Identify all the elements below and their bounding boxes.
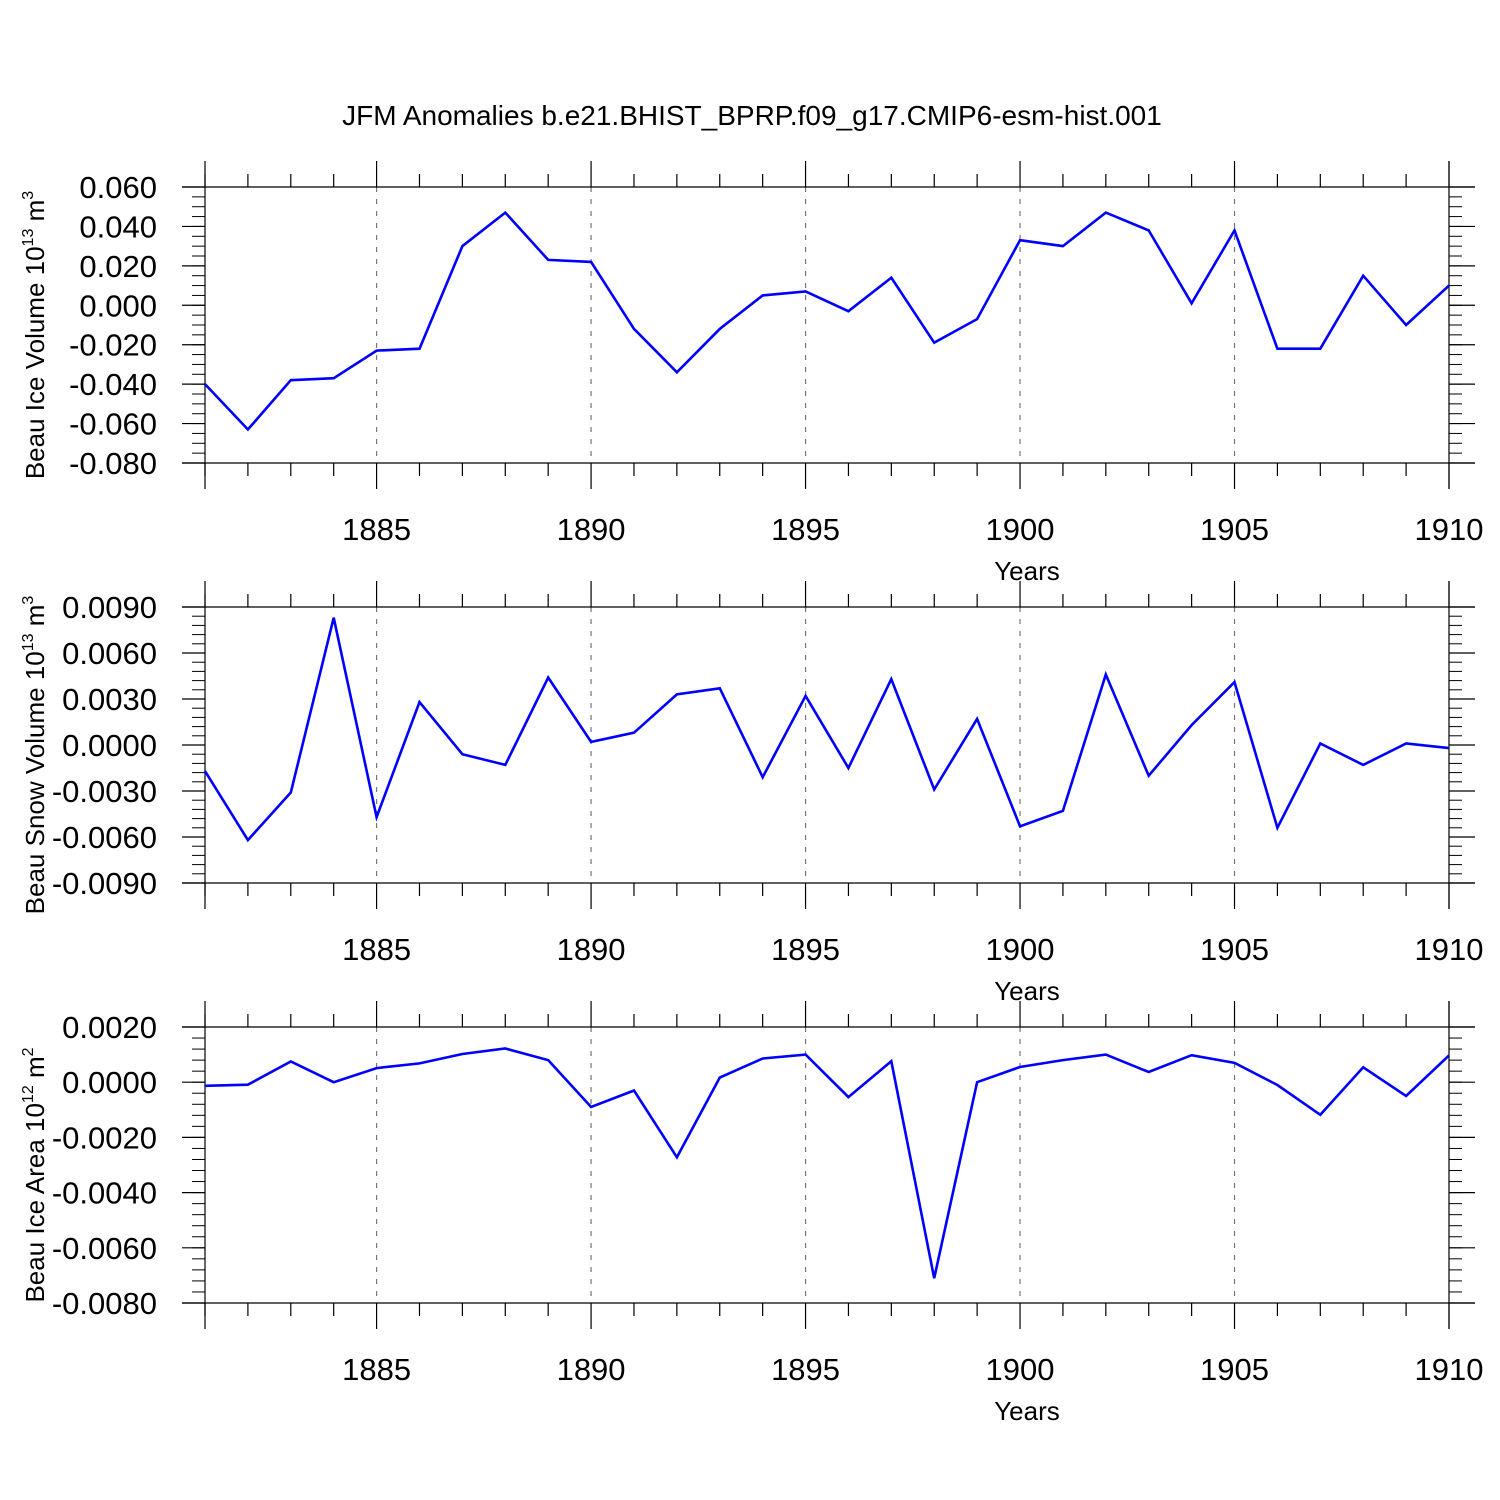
series-line [204, 1047, 1450, 1279]
y-tick-label: -0.0020 [52, 1120, 157, 1155]
x-tick-label: 1905 [1200, 1352, 1269, 1387]
y-tick-label: 0.0020 [62, 1010, 157, 1045]
y-tick-label: -0.0040 [52, 1176, 157, 1211]
y-tick-label: 0.0090 [62, 590, 157, 625]
y-tick-label: -0.040 [69, 367, 157, 402]
chart-title: JFM Anomalies b.e21.BHIST_BPRP.f09_g17.C… [342, 100, 1162, 131]
panel-3: 1885 1890 1895 1900 1905 1910 0.0020 0.0000 -0.0… [20, 1001, 1483, 1426]
x-tick-label: 1885 [342, 932, 411, 967]
y-tick-label: 0.000 [79, 288, 157, 323]
x-tick-label: 1895 [771, 932, 840, 967]
x-tick-label: 1900 [986, 932, 1055, 967]
x-tick-label: 1905 [1200, 512, 1269, 547]
y-tick-label: -0.0060 [52, 820, 157, 855]
x-tick-label: 1910 [1415, 512, 1484, 547]
x-tick-label: 1910 [1415, 932, 1484, 967]
y-label-main: Beau Ice Area 10 [20, 1103, 50, 1302]
y-label-exponent: 12 [20, 1085, 37, 1103]
x-tick-label: 1895 [771, 1352, 840, 1387]
x-tick-label: 1885 [342, 512, 411, 547]
y-tick-label: -0.0030 [52, 774, 157, 809]
y-tick-label: 0.0000 [62, 728, 157, 763]
y-label-unit-exponent: 2 [20, 1047, 37, 1056]
x-tick-label: 1905 [1200, 932, 1269, 967]
y-tick-label: -0.060 [69, 407, 157, 442]
y-label-main: Beau Ice Volume 10 [20, 246, 50, 479]
y-tick-label: -0.0060 [52, 1231, 157, 1266]
y-axis-label: Beau Snow Volume 1013 m3 [20, 596, 50, 915]
y-label-exponent: 13 [20, 633, 37, 651]
y-tick-label: -0.0090 [52, 866, 157, 901]
x-tick-label: 1900 [986, 512, 1055, 547]
y-tick-label: 0.0000 [62, 1065, 157, 1100]
y-label-unit-exponent: 3 [20, 191, 37, 200]
series-line [204, 210, 1450, 432]
x-tick-label: 1890 [557, 1352, 626, 1387]
panel-1: 1885 1890 1895 1900 1905 1910 0.060 0.040 0.020 0… [20, 161, 1483, 586]
y-tick-label: 0.0030 [62, 682, 157, 717]
y-label-unit: m [20, 1056, 50, 1085]
x-tick-label: 1900 [986, 1352, 1055, 1387]
series-line [203, 617, 1450, 843]
x-tick-label: 1910 [1415, 1352, 1484, 1387]
y-label-unit: m [20, 605, 50, 634]
y-tick-label: -0.0080 [52, 1286, 157, 1321]
x-tick-label: 1890 [557, 512, 626, 547]
x-tick-label: 1890 [557, 932, 626, 967]
y-tick-label: 0.020 [79, 249, 157, 284]
x-tick-label: 1895 [771, 512, 840, 547]
y-axis-label: Beau Ice Area 1012 m2 [20, 1047, 50, 1302]
y-axis-label: Beau Ice Volume 1013 m3 [20, 191, 50, 479]
x-axis-label: Years [994, 976, 1060, 1006]
y-label-main: Beau Snow Volume 10 [20, 651, 50, 914]
y-tick-label: 0.0060 [62, 636, 157, 671]
y-tick-label: -0.020 [69, 328, 157, 363]
x-tick-label: 1885 [342, 1352, 411, 1387]
y-tick-label: 0.060 [79, 170, 157, 205]
y-tick-label: -0.080 [69, 446, 157, 481]
y-label-unit-exponent: 3 [20, 596, 37, 605]
y-label-unit: m [20, 200, 50, 229]
x-axis-label: Years [994, 556, 1060, 586]
x-axis-label: Years [994, 1396, 1060, 1426]
panel-2: 1885 1890 1895 1900 1905 1910 0.0090 0.0060 0.00… [20, 581, 1483, 1006]
y-label-exponent: 13 [20, 229, 37, 247]
y-tick-label: 0.040 [79, 209, 157, 244]
